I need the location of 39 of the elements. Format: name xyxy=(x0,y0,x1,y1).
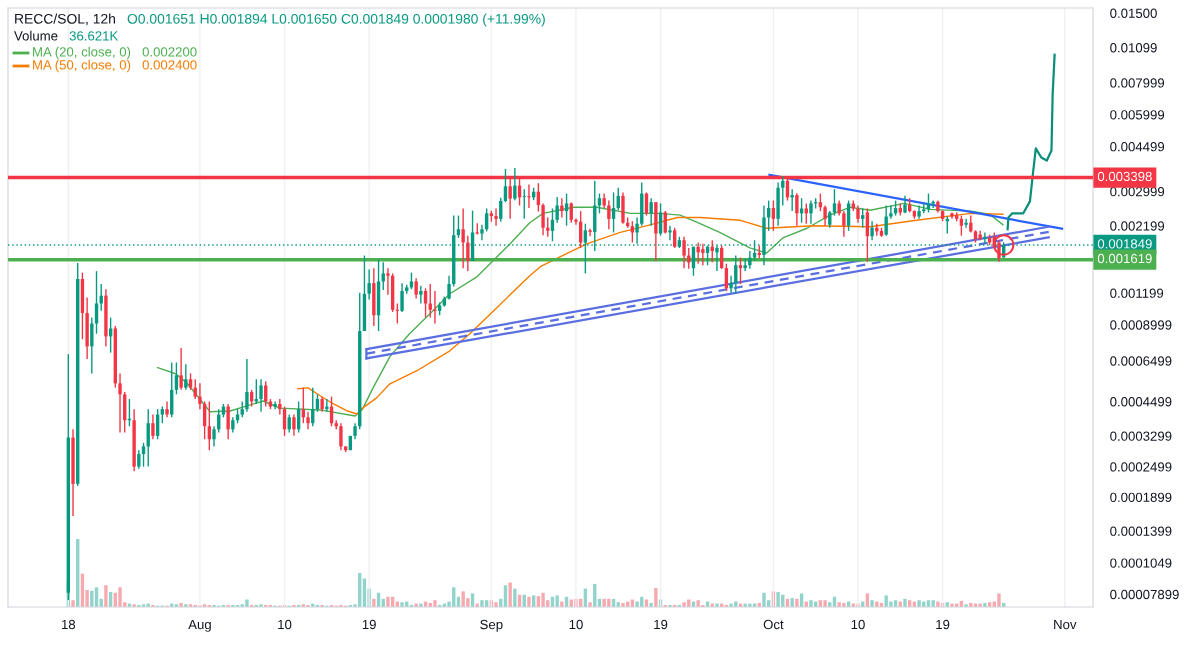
x-tick-label: 19 xyxy=(362,619,376,630)
y-tick-label: 0.0001899 xyxy=(1110,492,1172,502)
x-tick-label: Sep xyxy=(480,619,503,632)
annotation: 0.002200 xyxy=(142,47,197,57)
legend-label: MA (20, close, 0) xyxy=(33,46,131,60)
y-tick-label: 0.00007899 xyxy=(1110,589,1179,600)
x-tick-label: 10 xyxy=(851,619,865,630)
legend-label: MA (50, close, 0) xyxy=(33,59,131,73)
x-tick-label: 19 xyxy=(654,619,668,630)
text: Volume xyxy=(14,30,58,41)
y-tick-label: 0.0006499 xyxy=(1110,356,1172,366)
y-tick-label: 0.01500 xyxy=(1110,8,1157,18)
x-tick-label: 19 xyxy=(936,619,950,630)
annotation: O0.001651 H0.001894 L0.001650 C0.001849 0.0001980 (+11.99%) xyxy=(127,13,545,27)
annotation: 36.621K xyxy=(69,31,119,41)
y-tick-label: 0.002999 xyxy=(1110,186,1165,197)
y-tick-label: 0.005999 xyxy=(1110,110,1165,120)
ref-line-label: 0.001849 xyxy=(1097,239,1152,249)
x-tick-label: 10 xyxy=(569,619,583,630)
x-tick-label: 10 xyxy=(278,619,292,630)
y-tick-label: 0.001199 xyxy=(1110,288,1164,298)
y-tick-label: 0.01099 xyxy=(1110,43,1157,53)
ref-line-label: 0.001619 xyxy=(1097,253,1152,264)
x-tick-label: 18 xyxy=(61,619,76,630)
y-tick-label: 0.007999 xyxy=(1110,78,1165,88)
y-tick-label: 0.0003299 xyxy=(1110,431,1172,441)
ref-line-label: 0.003398 xyxy=(1097,171,1152,182)
annotation: 0.002400 xyxy=(142,60,197,70)
x-tick-label: Aug xyxy=(188,619,211,632)
y-tick-label: 0.0004499 xyxy=(1110,397,1172,407)
y-tick-label: 0.004499 xyxy=(1110,142,1165,152)
chart-title: RECC/SOL, 12h xyxy=(15,13,115,26)
y-tick-label: 0.002199 xyxy=(1110,221,1165,231)
y-tick-label: 0.0001399 xyxy=(1110,526,1172,536)
y-tick-label: 0.0002499 xyxy=(1110,462,1172,472)
y-tick-label: 0.0008999 xyxy=(1110,320,1172,330)
x-tick-label: Nov xyxy=(1054,619,1077,630)
x-tick-label: Oct xyxy=(763,619,784,630)
y-tick-label: 0.0001049 xyxy=(1110,558,1172,568)
